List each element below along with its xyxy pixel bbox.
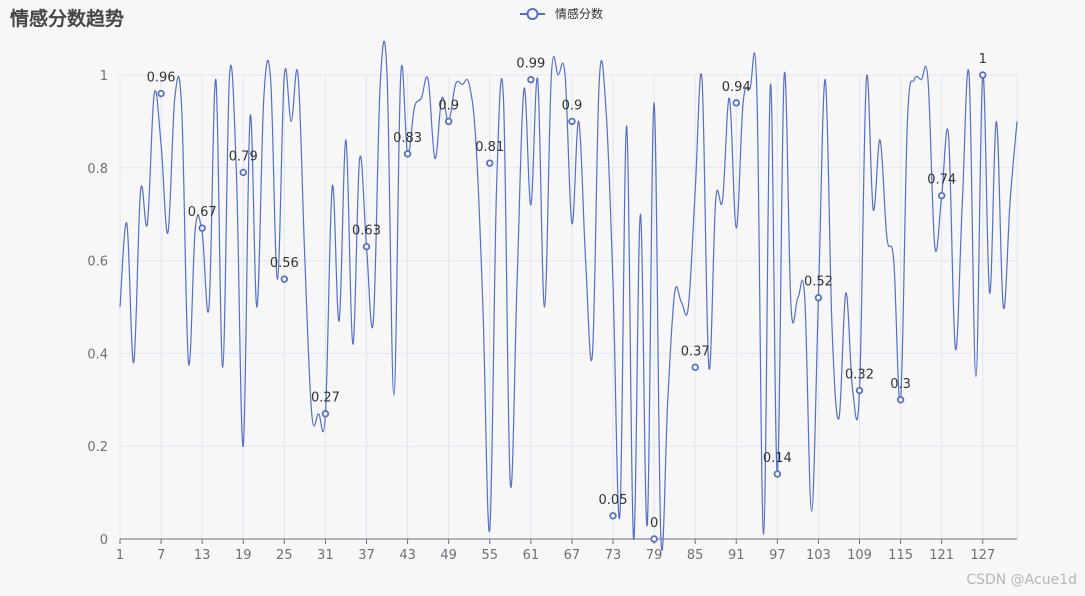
data-label: 0.27 — [311, 391, 340, 406]
x-tick-label: 67 — [564, 548, 581, 563]
y-tick-label: 0.8 — [87, 162, 108, 177]
data-label: 0.14 — [763, 451, 792, 466]
x-tick-label: 91 — [728, 548, 745, 563]
data-label: 1 — [979, 52, 987, 67]
data-label: 0.56 — [270, 256, 299, 271]
y-tick-label: 1 — [100, 69, 108, 84]
y-tick-label: 0.2 — [87, 440, 108, 455]
data-point[interactable] — [321, 410, 330, 418]
chart-title: 情感分数趋势 — [10, 8, 125, 30]
data-point[interactable] — [691, 363, 699, 372]
data-label: 0.52 — [804, 275, 833, 290]
x-tick-label: 43 — [399, 548, 416, 563]
data-label: 0.99 — [516, 57, 545, 72]
data-label: 0.63 — [352, 224, 381, 239]
data-label: 0.96 — [147, 71, 176, 86]
data-point[interactable] — [444, 117, 453, 126]
x-tick-label: 49 — [440, 548, 457, 563]
x-tick-label: 31 — [317, 548, 334, 563]
watermark: CSDN @Acue1d — [966, 572, 1077, 588]
data-label: 0.9 — [562, 98, 583, 113]
y-tick-label: 0 — [100, 533, 108, 548]
x-tick-label: 97 — [769, 548, 786, 563]
x-tick-label: 7 — [157, 548, 165, 563]
series-line-layer — [119, 40, 1018, 551]
data-label: 0 — [650, 516, 658, 531]
data-point[interactable] — [896, 396, 905, 404]
x-tick-label: 109 — [847, 548, 872, 563]
data-point[interactable] — [280, 275, 289, 283]
data-point[interactable] — [855, 386, 864, 395]
data-label: 0.32 — [845, 368, 874, 383]
data-point[interactable] — [814, 294, 823, 302]
axes: 00.20.40.60.811 7 13 19 25 31 37 43 49 55 61 67 73 79… — [87, 69, 1017, 563]
x-tick-label: 1 — [116, 548, 124, 563]
data-point[interactable] — [773, 470, 782, 478]
data-label: 0.81 — [475, 140, 504, 155]
y-tick-label: 0.6 — [87, 255, 108, 270]
data-point[interactable] — [403, 150, 412, 158]
data-point[interactable] — [239, 168, 247, 177]
data-point[interactable] — [486, 159, 494, 167]
data-label: 0.37 — [681, 344, 710, 359]
data-label: 0.9 — [438, 98, 459, 113]
x-tick-label: 73 — [605, 548, 622, 563]
x-tick-label: 19 — [235, 548, 252, 563]
x-tick-label: 103 — [806, 548, 831, 563]
data-point[interactable] — [979, 71, 987, 79]
data-point[interactable] — [527, 75, 535, 84]
legend-label: 情感分数 — [555, 6, 603, 21]
x-tick-label: 115 — [888, 548, 913, 563]
data-point[interactable] — [937, 191, 946, 200]
data-label: 0.74 — [927, 173, 956, 188]
data-label: 0.79 — [229, 149, 258, 164]
data-markers — [157, 71, 987, 543]
y-tick-label: 0.4 — [87, 347, 108, 362]
data-label: 0.83 — [393, 131, 422, 146]
x-tick-label: 37 — [358, 548, 375, 563]
series-line — [119, 40, 1018, 551]
legend-marker-icon — [526, 8, 539, 20]
data-point[interactable] — [362, 242, 371, 251]
x-tick-label: 85 — [687, 548, 704, 563]
x-tick-label: 55 — [481, 548, 498, 563]
x-tick-label: 61 — [523, 548, 540, 563]
data-labels: 0.96 0.67 0.79 0.56 0.27 0.63 0.83 0.9 0.81 0.99 0… — [147, 52, 987, 531]
x-tick-label: 25 — [276, 548, 293, 563]
data-point[interactable] — [609, 512, 617, 520]
data-point[interactable] — [568, 117, 576, 126]
data-label: 0.67 — [188, 205, 217, 220]
x-tick-label: 13 — [194, 548, 211, 563]
data-point[interactable] — [198, 224, 206, 232]
data-point[interactable] — [650, 535, 658, 543]
x-tick-label: 79 — [646, 548, 663, 563]
legend[interactable]: 情感分数 — [520, 6, 603, 21]
x-tick-label: 121 — [929, 548, 954, 563]
data-label: 0.05 — [599, 493, 628, 508]
data-label: 0.3 — [890, 377, 911, 392]
x-tick-label: 127 — [970, 548, 995, 563]
data-point[interactable] — [732, 99, 740, 107]
data-label: 0.94 — [722, 80, 751, 95]
data-point[interactable] — [157, 89, 165, 98]
